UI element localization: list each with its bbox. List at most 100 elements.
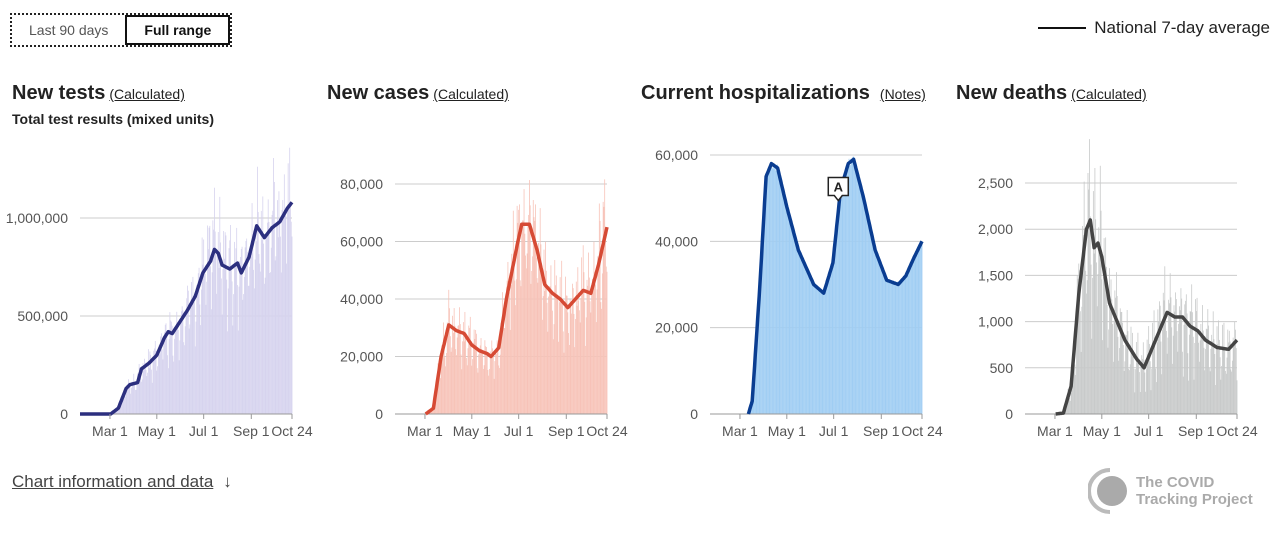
bar — [570, 303, 572, 414]
bar — [1131, 354, 1133, 414]
bar — [1112, 361, 1114, 414]
bar — [854, 159, 855, 414]
bar — [1204, 370, 1206, 414]
bar — [526, 253, 528, 414]
bar — [1220, 379, 1222, 414]
bar — [1134, 392, 1136, 414]
bar — [276, 226, 278, 414]
bar — [133, 373, 135, 414]
bar — [1203, 347, 1205, 414]
bar — [1208, 368, 1210, 414]
bar — [1231, 360, 1233, 414]
bar — [765, 179, 767, 414]
bar — [914, 255, 916, 414]
bar — [905, 276, 907, 414]
bar — [592, 290, 594, 414]
bar — [215, 251, 217, 414]
arrow-down-icon: ↓ — [223, 472, 232, 491]
last-90-days-button[interactable]: Last 90 days — [12, 15, 126, 45]
bar — [278, 191, 280, 414]
bar — [907, 270, 909, 414]
bar — [281, 210, 283, 414]
bar — [1201, 335, 1203, 414]
notes-link[interactable]: (Notes) — [879, 86, 926, 102]
bar — [444, 357, 446, 414]
bar — [154, 340, 156, 414]
bar — [871, 234, 873, 414]
bar — [575, 319, 576, 414]
bar — [843, 176, 845, 414]
bar — [180, 311, 182, 414]
chart-title-deaths: New deaths (Calculated) — [956, 82, 1147, 105]
bar — [187, 290, 189, 414]
bar — [279, 223, 281, 414]
calculated-link[interactable]: (Calculated) — [1071, 86, 1147, 102]
bar — [134, 383, 135, 414]
bar — [489, 369, 490, 414]
bar — [818, 290, 820, 414]
bar — [1112, 324, 1113, 414]
bar — [1159, 301, 1160, 414]
bar — [453, 308, 455, 414]
bar — [273, 181, 275, 414]
bar — [488, 375, 490, 414]
bar — [766, 176, 768, 414]
bar — [545, 270, 547, 414]
bar — [917, 250, 919, 414]
bar — [779, 177, 781, 414]
bar — [577, 267, 579, 414]
bar — [191, 304, 193, 414]
bar — [1142, 342, 1144, 414]
bar — [557, 299, 559, 414]
bar — [484, 340, 486, 414]
bar — [493, 378, 495, 414]
bar — [1211, 334, 1213, 414]
bar — [1236, 380, 1238, 414]
bar — [1161, 374, 1163, 414]
bar — [1080, 351, 1082, 414]
bar — [870, 231, 872, 414]
bar — [167, 355, 168, 414]
bar — [1086, 293, 1087, 414]
bar — [127, 386, 129, 414]
bar — [449, 336, 451, 414]
bar — [1069, 398, 1070, 414]
bar — [165, 323, 167, 414]
bar — [830, 270, 832, 414]
bar — [512, 210, 514, 414]
calculated-link[interactable]: (Calculated) — [433, 86, 509, 102]
bar — [456, 337, 458, 414]
calculated-link[interactable]: (Calculated) — [109, 86, 185, 102]
bar — [283, 213, 284, 414]
bar — [583, 272, 585, 414]
bar — [232, 325, 234, 414]
full-range-button[interactable]: Full range — [125, 15, 231, 45]
bar — [592, 278, 593, 414]
bar — [837, 220, 838, 414]
seven-day-average-line — [1054, 218, 1239, 416]
bar — [889, 281, 891, 414]
bar — [595, 284, 596, 414]
bar — [552, 310, 553, 414]
bar — [224, 258, 225, 414]
bar — [880, 262, 881, 414]
bar — [848, 158, 850, 414]
bar — [197, 290, 198, 414]
x-tick-label: Oct 24 — [1216, 423, 1257, 439]
bar — [1144, 372, 1146, 414]
bar — [605, 231, 606, 414]
bar — [1195, 299, 1196, 414]
bar — [1190, 311, 1192, 414]
logo-icon — [1088, 468, 1127, 514]
bar — [515, 279, 517, 414]
bar — [454, 325, 456, 414]
bar — [833, 257, 835, 414]
bar — [159, 354, 161, 414]
title-text: Current hospitalizations — [641, 82, 870, 104]
bar — [1083, 181, 1085, 414]
y-tick-label: 0 — [60, 406, 68, 422]
bar — [1084, 230, 1086, 414]
chart-info-link[interactable]: Chart information and data ↓ — [12, 472, 232, 492]
bar — [470, 343, 472, 414]
bar — [1156, 342, 1158, 414]
